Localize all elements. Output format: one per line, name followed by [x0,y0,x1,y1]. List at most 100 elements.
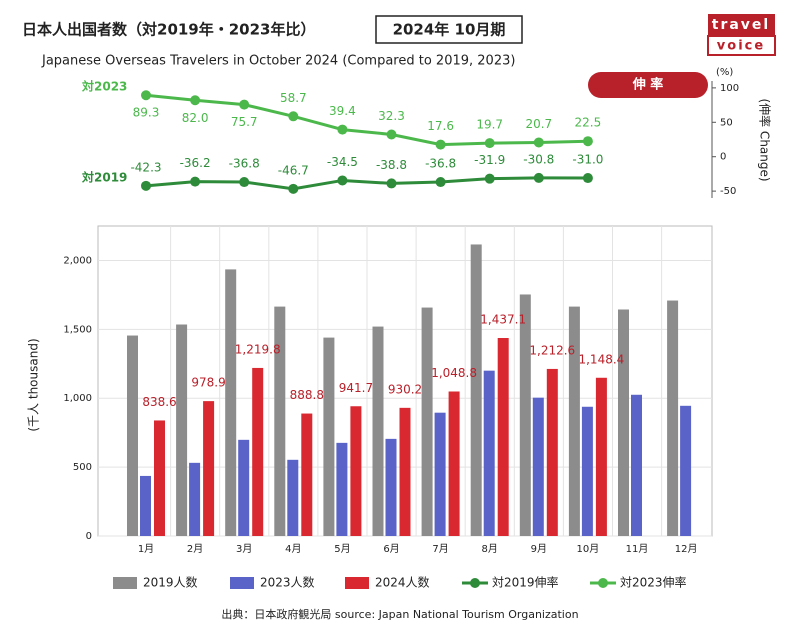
logo-bottom [707,35,776,56]
series-label: 対2019 [81,169,127,184]
bar [252,367,264,536]
subtitle: Japanese Overseas Travelers in October 2… [41,54,515,69]
data-label: 19.7 [476,118,503,132]
y-tick-label: 50 [720,117,733,128]
data-label: 888.8 [290,388,324,402]
period-box [375,15,523,44]
bar [274,306,286,536]
period: 2024年 10月期 [393,21,506,39]
bar [154,420,165,536]
data-label: 82.0 [182,111,209,125]
legend-label: 2023人数 [260,575,315,590]
data-label: 1,212.6 [529,343,575,357]
data-label: 838.6 [142,395,176,409]
bar [350,406,362,536]
x-tick-label: 10月 [577,543,600,555]
x-tick-label: 3月 [236,543,252,555]
bar [532,397,544,536]
line-point [533,137,544,148]
data-label: -38.8 [376,158,407,172]
y-tick-label: 500 [73,462,92,473]
line-point [337,124,348,135]
y-tick-label: 1,000 [63,393,92,404]
legend-swatch [598,578,608,588]
line-point [141,180,151,191]
bar [581,406,593,536]
data-label: 941.7 [339,381,373,395]
line-point [288,183,299,194]
line-point [435,139,446,150]
bar [497,337,509,536]
data-label: 1,148.4 [578,352,624,366]
bar [301,413,313,536]
data-label: 1,219.8 [235,342,281,356]
logo-text: travel [712,17,770,33]
data-label: -36.8 [229,157,260,171]
data-label: -31.0 [572,153,603,167]
x-tick-label: 8月 [482,543,498,555]
data-label: 17.6 [427,119,454,133]
line-series [145,93,588,147]
data-label: 930.2 [388,382,422,396]
bar [421,307,433,536]
logo-text: voice [717,39,765,54]
badge [588,72,708,98]
bar [203,401,215,536]
legend-label: 対2019伸率 [492,575,559,590]
bar [140,475,151,536]
data-label: 75.7 [231,115,258,129]
legend-label: 対2023伸率 [620,575,687,590]
data-label: 20.7 [525,117,552,131]
data-label: 39.4 [329,104,356,118]
y-axis-label: (伸率 Change) [758,98,773,181]
line-point [582,173,593,184]
bar [399,407,411,536]
bar [448,391,460,536]
y-unit: (%) [716,67,733,78]
y-tick-label: 100 [720,83,739,94]
x-tick-label: 6月 [383,543,399,555]
line-point [141,90,151,101]
series-label: 対2023 [81,79,127,94]
bar [238,439,250,536]
badge-text: 伸 率 [632,77,664,93]
data-label: -46.7 [278,163,309,177]
x-tick-label: 7月 [432,543,448,555]
bar [287,459,299,536]
bar [372,326,384,536]
data-label: -34.5 [327,155,358,169]
data-label: 89.3 [133,106,160,120]
line-point [533,172,544,183]
bar [127,335,138,536]
line-point [288,111,299,122]
x-tick-label: 2月 [187,543,203,555]
line-point [386,178,397,189]
logo-top [708,14,775,36]
legend-swatch [345,577,369,589]
data-label: 32.3 [378,109,405,123]
data-label: -30.8 [523,152,554,166]
data-label: 1,437.1 [480,312,526,326]
line-point [239,177,250,188]
y-axis-label: (千人 thousand) [27,338,41,431]
bar [323,337,335,536]
y-tick-label: 1,500 [63,324,92,335]
data-label: 978.9 [191,376,225,390]
data-label: -36.2 [180,156,211,170]
line-point [435,177,446,188]
line-series [145,176,588,191]
x-tick-label: 4月 [285,543,301,555]
line-point [582,136,593,147]
legend-label: 2024人数 [375,575,430,590]
bar [631,394,642,536]
bar [483,370,495,536]
y-tick-label: 0 [86,531,92,542]
y-tick-label: -50 [720,186,736,197]
line-point [484,173,495,184]
bar [595,377,607,536]
line-point [190,176,201,187]
x-tick-label: 12月 [675,543,698,555]
legend-swatch [230,577,254,589]
title: 日本人出国者数（対2019年・2023年比） [22,21,316,39]
